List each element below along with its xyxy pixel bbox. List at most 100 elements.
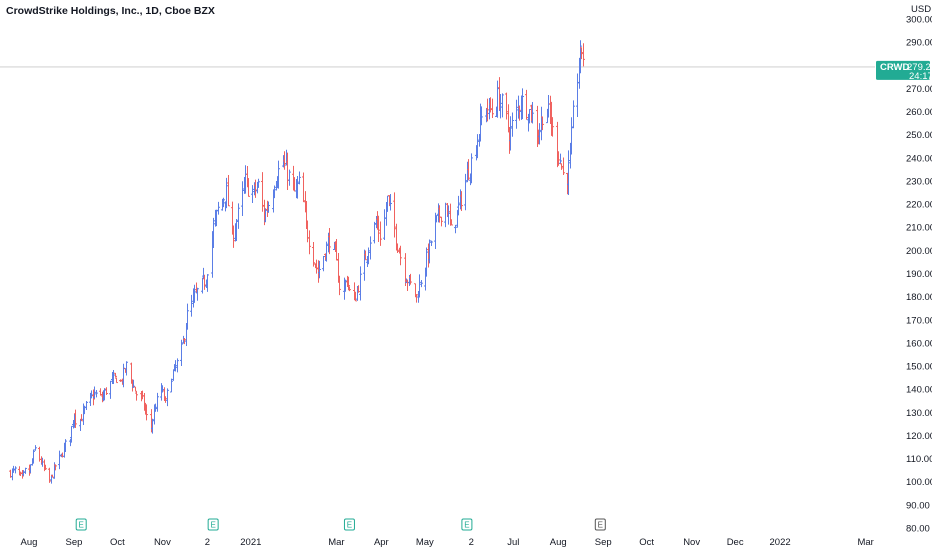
- time-tick-label: Nov: [683, 537, 700, 548]
- earnings-marker-label: E: [598, 521, 603, 530]
- ohlc-bar: [570, 117, 573, 155]
- ohlc-bar: [115, 377, 118, 384]
- ohlc-bar: [435, 214, 438, 223]
- time-tick-label: Sep: [595, 537, 612, 548]
- ohlc-bar: [232, 225, 235, 248]
- ohlc-bar: [328, 227, 331, 255]
- ohlc-bar: [125, 361, 128, 376]
- earnings-marker[interactable]: E: [594, 518, 606, 531]
- ohlc-bar: [174, 360, 177, 372]
- ohlc-bar: [491, 98, 494, 118]
- price-tick-label: 190.00: [906, 269, 932, 280]
- price-axis-unit: USD: [911, 4, 931, 15]
- ohlc-bar: [247, 178, 250, 197]
- ohlc-bar: [521, 88, 524, 120]
- ohlc-bar: [511, 112, 514, 137]
- price-tick-label: 230.00: [906, 176, 932, 187]
- earnings-marker[interactable]: E: [75, 518, 87, 531]
- ohlc-bar: [288, 169, 291, 186]
- time-tick-label: May: [416, 537, 434, 548]
- ohlc-bar: [450, 219, 453, 226]
- ohlc-bar: [302, 172, 305, 203]
- ohlc-bar: [420, 280, 423, 288]
- ohlc-bar: [180, 339, 183, 367]
- ohlc-bar: [528, 109, 531, 124]
- earnings-marker[interactable]: E: [207, 518, 219, 531]
- ohlc-bar: [212, 217, 215, 248]
- ohlc-bar: [24, 467, 27, 474]
- ohlc-bar: [58, 450, 61, 470]
- ohlc-bar: [344, 279, 347, 292]
- price-tick-label: 210.00: [906, 223, 932, 234]
- price-tick-label: 150.00: [906, 362, 932, 373]
- ohlc-bar: [531, 101, 534, 124]
- ohlc-bar: [312, 241, 315, 267]
- earnings-marker[interactable]: E: [343, 518, 355, 531]
- ohlc-bar: [112, 369, 115, 385]
- price-tick-label: 100.00: [906, 477, 932, 488]
- ohlc-bar: [114, 372, 117, 378]
- ohlc-bar: [186, 303, 189, 330]
- ohlc-bar: [447, 205, 450, 225]
- ohlc-bar: [134, 386, 137, 392]
- ohlc-bar: [369, 236, 372, 260]
- price-axis[interactable]: USD 300.00 290.00 270.00 260.00 250.00 240.00…: [906, 4, 932, 535]
- price-tick-label: 90.00: [906, 500, 930, 511]
- ohlc-bar: [335, 238, 338, 261]
- ohlc-bar: [318, 260, 321, 279]
- ohlc-bar: [373, 221, 376, 244]
- ohlc-bar: [525, 89, 528, 120]
- ohlc-bar: [425, 247, 428, 277]
- ohlc-bar: [254, 179, 257, 198]
- ohlc-bar: [99, 388, 102, 396]
- ohlc-bar: [444, 202, 447, 228]
- ohlc-bar: [241, 181, 244, 217]
- earnings-marker[interactable]: E: [461, 518, 473, 531]
- ohlc-bar: [257, 178, 260, 188]
- ohlc-bar: [308, 230, 311, 255]
- ohlc-bar: [322, 256, 325, 272]
- last-price-symbol: CRWD: [880, 62, 910, 73]
- ohlc-bar: [406, 279, 409, 292]
- ohlc-bar: [515, 99, 518, 129]
- ohlc-bar: [486, 98, 489, 122]
- ohlc-bar: [562, 157, 565, 175]
- ohlc-bar: [501, 93, 504, 118]
- price-tick-label: 130.00: [906, 408, 932, 419]
- time-tick-label: Jul: [507, 537, 519, 548]
- price-tick-label: 200.00: [906, 246, 932, 257]
- ohlc-bar: [277, 160, 280, 189]
- ohlc-bar: [151, 418, 154, 434]
- time-axis[interactable]: Aug Sep Oct Nov 2 2021 Mar Apr May 2 Jul Aug Sep Oct N…: [21, 537, 874, 548]
- ohlc-bar: [44, 464, 47, 470]
- price-tick-label: 270.00: [906, 84, 932, 95]
- ohlc-bar: [12, 465, 15, 473]
- ohlc-bar: [580, 47, 583, 60]
- ohlc-bar: [454, 224, 457, 234]
- ohlc-bar: [235, 218, 238, 241]
- ohlc-bar: [348, 286, 351, 292]
- price-tick-label: 220.00: [906, 200, 932, 211]
- ohlc-bar: [359, 266, 362, 301]
- ohlc-bar: [203, 274, 206, 290]
- ohlc-bar: [105, 387, 108, 395]
- ohlc-bar: [393, 192, 396, 238]
- time-tick-label: Aug: [550, 537, 567, 548]
- chart-title: CrowdStrike Holdings, Inc., 1D, Cboe BZX: [6, 5, 215, 17]
- ohlc-bar: [51, 474, 54, 478]
- ohlc-bar: [135, 391, 138, 401]
- ohlc-bar: [176, 358, 179, 373]
- time-tick-label: Sep: [65, 537, 82, 548]
- price-tick-label: 300.00: [906, 15, 932, 26]
- ohlc-bar: [496, 80, 499, 118]
- earnings-marker-label: E: [464, 521, 469, 530]
- ohlc-bar: [557, 151, 560, 166]
- ohlc-bar: [396, 243, 399, 254]
- ohlc-bar: [227, 174, 230, 207]
- time-tick-label: Nov: [154, 537, 171, 548]
- ohlc-bar: [217, 201, 220, 215]
- ohlc-bar: [222, 197, 225, 208]
- ohlc-bar: [298, 171, 301, 185]
